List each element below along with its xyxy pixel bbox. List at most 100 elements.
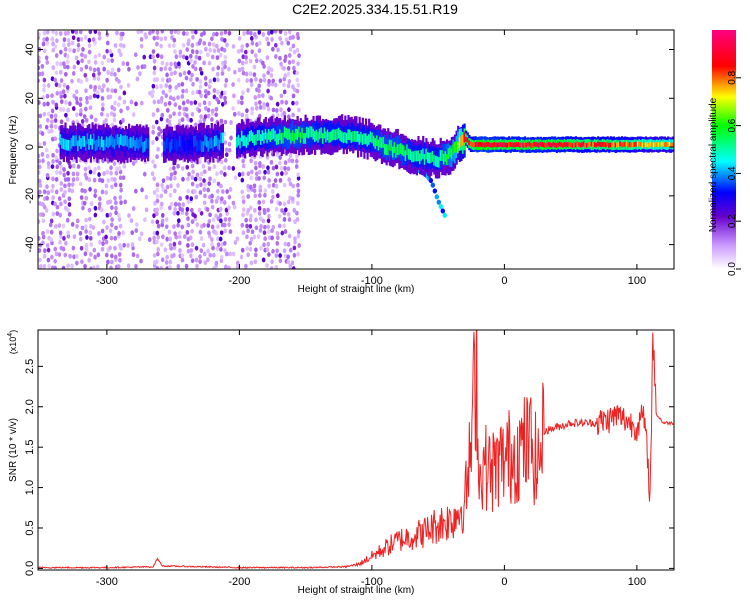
noise-cell: [97, 71, 101, 76]
noise-cell: [231, 200, 236, 206]
noise-cell: [165, 266, 169, 269]
noise-cell: [106, 58, 111, 63]
ridge-cell: [320, 127, 323, 139]
noise-cell: [72, 234, 77, 240]
noise-cell: [159, 242, 164, 248]
noise-cell: [261, 163, 266, 169]
noise-cell: [129, 218, 134, 224]
noise-cell: [211, 245, 215, 251]
noise-cell: [41, 234, 46, 240]
noise-cell: [249, 82, 254, 88]
ridge-cell: [574, 142, 577, 148]
noise-cell: [70, 182, 75, 188]
noise-cell: [80, 118, 85, 124]
noise-cell: [50, 254, 54, 260]
ridge-cell: [69, 128, 72, 151]
noise-cell: [214, 230, 218, 236]
noise-cell: [191, 34, 195, 40]
noise-cell: [227, 147, 232, 153]
noise-cell: [257, 169, 262, 175]
noise-cell: [50, 36, 55, 42]
noise-cell: [38, 242, 43, 248]
noise-cell: [87, 207, 92, 213]
noise-cell: [117, 231, 121, 236]
noise-cell: [250, 229, 255, 235]
noise-cell: [189, 117, 193, 123]
noise-cell: [139, 100, 144, 106]
ridge-cell: [347, 129, 350, 141]
noise-cell: [78, 30, 83, 35]
ridge-cell: [549, 142, 552, 148]
noise-cell: [288, 47, 293, 52]
ridge-cell: [487, 141, 490, 147]
noise-cell: [54, 70, 59, 76]
noise-cell: [275, 231, 280, 236]
noise-cell: [187, 171, 191, 177]
noise-cell: [110, 88, 114, 94]
noise-cell: [152, 176, 156, 182]
noise-cell: [126, 263, 131, 269]
ridge-cell: [562, 142, 565, 148]
noise-cell: [194, 54, 199, 60]
noise-cell: [165, 184, 170, 190]
ridge-cell: [107, 137, 110, 149]
noise-cell: [253, 252, 258, 258]
ridge-cell: [290, 132, 293, 144]
noise-cell: [240, 112, 245, 118]
noise-cell: [223, 217, 228, 222]
noise-cell: [288, 247, 293, 253]
noise-cell: [88, 169, 93, 175]
ridge-cell: [277, 133, 280, 145]
y-tick-label: 1.5: [24, 440, 36, 455]
noise-cell: [55, 164, 60, 170]
noise-cell: [46, 83, 51, 88]
noise-cell: [207, 41, 212, 47]
noise-cell: [42, 83, 47, 89]
noise-cell: [139, 231, 144, 237]
noise-cell: [115, 30, 119, 36]
noise-cell: [271, 248, 275, 254]
noise-cell: [207, 218, 212, 224]
noise-cell: [164, 224, 169, 230]
ridge-cell: [204, 134, 207, 146]
noise-cell: [140, 187, 144, 193]
ridge-cell: [218, 139, 221, 151]
noise-cell: [110, 205, 114, 211]
noise-cell: [93, 212, 98, 218]
noise-cell: [236, 77, 241, 83]
noise-cell: [38, 235, 41, 241]
noise-cell: [50, 164, 55, 170]
noise-cell: [50, 136, 55, 142]
noise-cell: [297, 53, 301, 59]
ridge-cell: [286, 129, 290, 140]
noise-cell: [164, 217, 169, 223]
noise-cell: [121, 118, 125, 123]
noise-cell: [71, 171, 76, 177]
ridge-cell: [590, 141, 593, 147]
noise-cell: [93, 117, 98, 123]
ridge-cell: [285, 127, 288, 139]
ridge-cell: [344, 131, 347, 143]
ridge-cell: [659, 142, 662, 148]
noise-cell: [151, 49, 156, 54]
noise-cell: [262, 230, 267, 236]
noise-cell: [256, 234, 261, 239]
ridge-cell: [99, 139, 102, 150]
noise-cell: [119, 200, 123, 206]
ridge-cell: [364, 133, 368, 145]
ridge-cell: [371, 132, 374, 144]
noise-cell: [252, 64, 257, 70]
noise-cell: [292, 69, 297, 75]
noise-cell: [63, 177, 68, 182]
ridge-cell: [314, 131, 317, 143]
noise-cell: [208, 212, 212, 218]
noise-cell: [227, 265, 231, 269]
ridge-cell: [368, 134, 371, 145]
noise-cell: [240, 222, 245, 228]
noise-cell: [46, 161, 51, 166]
noise-cell: [197, 55, 202, 61]
noise-cell: [278, 55, 282, 61]
noise-cell: [112, 112, 117, 118]
noise-cell: [288, 35, 293, 41]
ridge-cell: [463, 131, 466, 143]
